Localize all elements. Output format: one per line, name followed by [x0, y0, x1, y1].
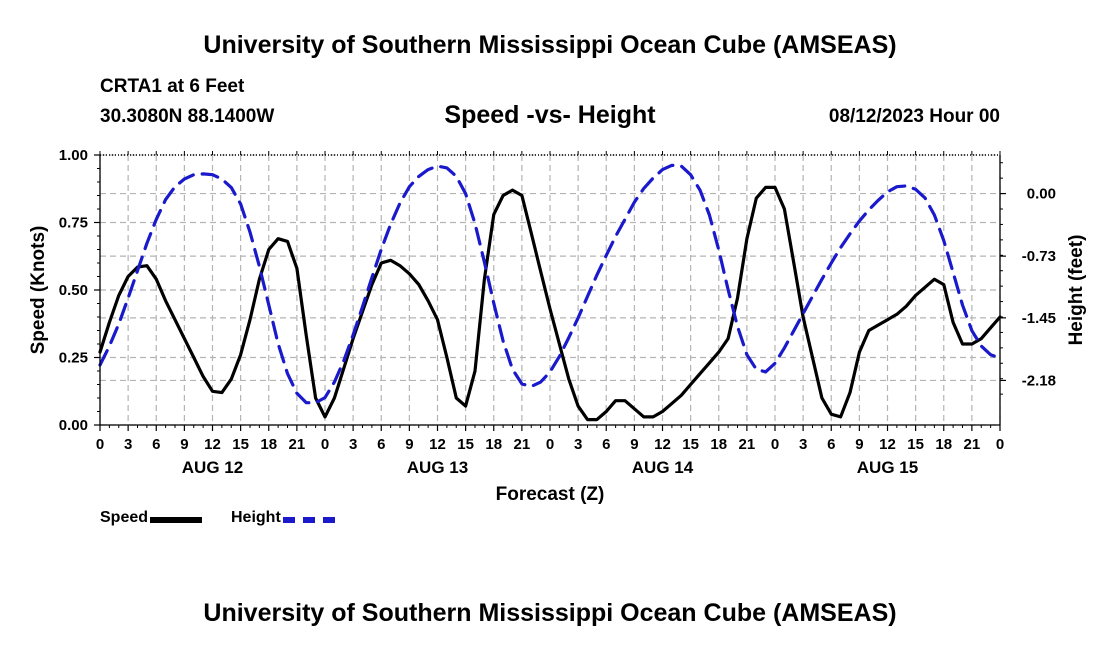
day-label: AUG 12	[182, 458, 243, 477]
x-axis-title: Forecast (Z)	[496, 484, 605, 505]
x-tick-label: 15	[457, 436, 474, 453]
y-tick-label: 1.00	[59, 147, 88, 164]
chart-labels: 0 3 6 9 12 15 18 21 0 3 6 9 12 15 18 21 0 3 6 9 12 15 18 21 0 3 6 9…	[28, 147, 1087, 505]
y2-tick-label: -0.73	[1022, 248, 1056, 265]
x-tick-label: 9	[180, 436, 188, 453]
station-label: CRTA1 at 6 Feet	[100, 76, 245, 97]
legend-speed: Speed	[100, 509, 203, 527]
x-tick-label: 12	[204, 436, 221, 453]
legend-height-swatch	[282, 516, 335, 523]
y-tick-label: 0.25	[59, 350, 88, 367]
x-tick-label: 6	[152, 436, 160, 453]
y-axis-title: Speed (Knots)	[28, 226, 49, 355]
chart-title: Speed -vs- Height	[444, 101, 656, 129]
y2-tick-label: -1.45	[1022, 310, 1056, 327]
coordinates-label: 30.3080N 88.1400W	[100, 106, 275, 127]
x-tick-label: 3	[349, 436, 357, 453]
x-tick-label: 6	[377, 436, 385, 453]
x-tick-label: 12	[879, 436, 896, 453]
x-tick-label: 6	[602, 436, 610, 453]
chart-axes	[94, 151, 1006, 431]
y2-axis-title: Height (feet)	[1066, 235, 1087, 346]
x-tick-label: 15	[232, 436, 249, 453]
day-label: AUG 13	[407, 458, 468, 477]
main-title: University of Southern Mississippi Ocean…	[203, 31, 897, 59]
speed-series-line	[98, 185, 1002, 422]
x-tick-label: 18	[485, 436, 502, 453]
footer-title: University of Southern Mississippi Ocean…	[203, 599, 897, 627]
y-tick-label: 0.00	[59, 417, 88, 434]
x-tick-label: 6	[827, 436, 835, 453]
x-tick-label: 3	[574, 436, 582, 453]
y-tick-label: 0.50	[59, 282, 88, 299]
legend-speed-label: Speed	[100, 509, 149, 526]
y2-tick-label: -2.18	[1022, 372, 1056, 389]
x-tick-label: 21	[964, 436, 981, 453]
x-tick-label: 18	[260, 436, 277, 453]
y-tick-label: 0.75	[59, 215, 88, 232]
x-tick-label: 18	[710, 436, 727, 453]
x-tick-label: 21	[289, 436, 306, 453]
x-tick-label: 3	[799, 436, 807, 453]
legend-speed-swatch	[150, 516, 203, 523]
x-tick-label: 0	[96, 436, 104, 453]
x-tick-label: 9	[855, 436, 863, 453]
x-tick-label: 0	[321, 436, 329, 453]
day-label: AUG 14	[632, 458, 694, 477]
x-tick-label: 12	[429, 436, 446, 453]
x-tick-label: 15	[907, 436, 924, 453]
height-series-line	[98, 163, 1002, 405]
x-tick-label: 12	[654, 436, 671, 453]
chart-series	[98, 163, 1002, 422]
x-tick-label: 18	[935, 436, 952, 453]
x-tick-label: 9	[405, 436, 413, 453]
x-tick-label: 21	[739, 436, 756, 453]
forecast-datetime: 08/12/2023 Hour 00	[828, 106, 1000, 127]
x-tick-label: 9	[630, 436, 638, 453]
y2-tick-label: 0.00	[1027, 186, 1056, 203]
x-tick-label: 0	[771, 436, 779, 453]
x-tick-label: 15	[682, 436, 699, 453]
x-tick-label: 3	[124, 436, 132, 453]
legend-height-label: Height	[231, 509, 281, 526]
x-tick-label: 0	[546, 436, 554, 453]
day-label: AUG 15	[857, 458, 918, 477]
x-tick-label: 21	[514, 436, 531, 453]
x-tick-label: 0	[996, 436, 1004, 453]
legend-height: Height	[231, 509, 335, 527]
